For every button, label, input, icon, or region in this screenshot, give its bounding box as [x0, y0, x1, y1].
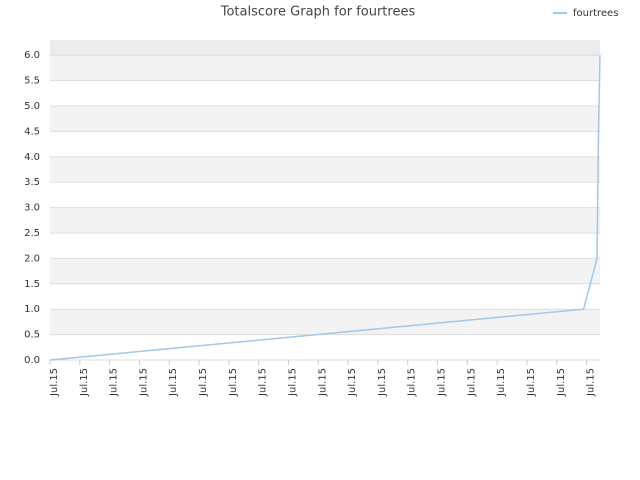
grid-band [50, 283, 600, 310]
x-tick-label: Jul.15 [586, 368, 597, 397]
x-tick-label: Jul.15 [556, 368, 567, 397]
x-tick-label: Jul.15 [79, 368, 90, 397]
data-line [49, 55, 601, 361]
x-tick-label: Jul.15 [198, 368, 209, 397]
grid-band [50, 309, 600, 335]
grid-band [50, 334, 600, 360]
grid-band [50, 207, 600, 234]
y-tick-label: 5.5 [24, 76, 40, 87]
x-tick-label: Jul.15 [437, 368, 448, 397]
y-tick-label: 6.0 [24, 50, 40, 61]
y-tick-label: 1.5 [24, 279, 40, 290]
x-tick-label: Jul.15 [317, 368, 328, 397]
grid-band [50, 131, 600, 157]
y-tick-label: 4.5 [24, 126, 40, 137]
grid-band [50, 55, 600, 81]
x-tick-label: Jul.15 [466, 368, 477, 397]
x-tick-label: Jul.15 [258, 368, 269, 397]
x-tick-label: Jul.15 [138, 368, 149, 397]
y-tick-label: 2.5 [24, 228, 40, 239]
x-tick-label: Jul.15 [407, 368, 418, 397]
grid-band [50, 156, 600, 183]
grid-band [50, 80, 600, 107]
x-tick-label: Jul.15 [287, 368, 298, 397]
grid-band [50, 258, 600, 284]
x-tick-label: Jul.15 [377, 368, 388, 397]
y-tick-label: 5.0 [24, 101, 40, 112]
x-tick-label: Jul.15 [347, 368, 358, 397]
grid-band [50, 182, 600, 208]
y-tick-label: 1.0 [24, 304, 40, 315]
x-tick-label: Jul.15 [526, 368, 537, 397]
y-tick-label: 4.0 [24, 152, 40, 163]
x-tick-label: Jul.15 [168, 368, 179, 397]
x-tick-label: Jul.15 [496, 368, 507, 397]
y-tick-label: 0.5 [24, 330, 40, 341]
x-tick-label: Jul.15 [228, 368, 239, 397]
legend-label: fourtrees [573, 8, 618, 19]
y-tick-label: 3.0 [24, 203, 40, 214]
y-tick-label: 0.0 [24, 355, 40, 366]
y-tick-label: 2.0 [24, 253, 40, 264]
y-tick-label: 3.5 [24, 177, 40, 188]
grid-band [50, 233, 600, 259]
chart-title: Totalscore Graph for fourtrees [220, 5, 416, 20]
grid-band [50, 106, 600, 132]
x-tick-label: Jul.15 [49, 368, 60, 397]
x-tick-label: Jul.15 [109, 368, 120, 397]
